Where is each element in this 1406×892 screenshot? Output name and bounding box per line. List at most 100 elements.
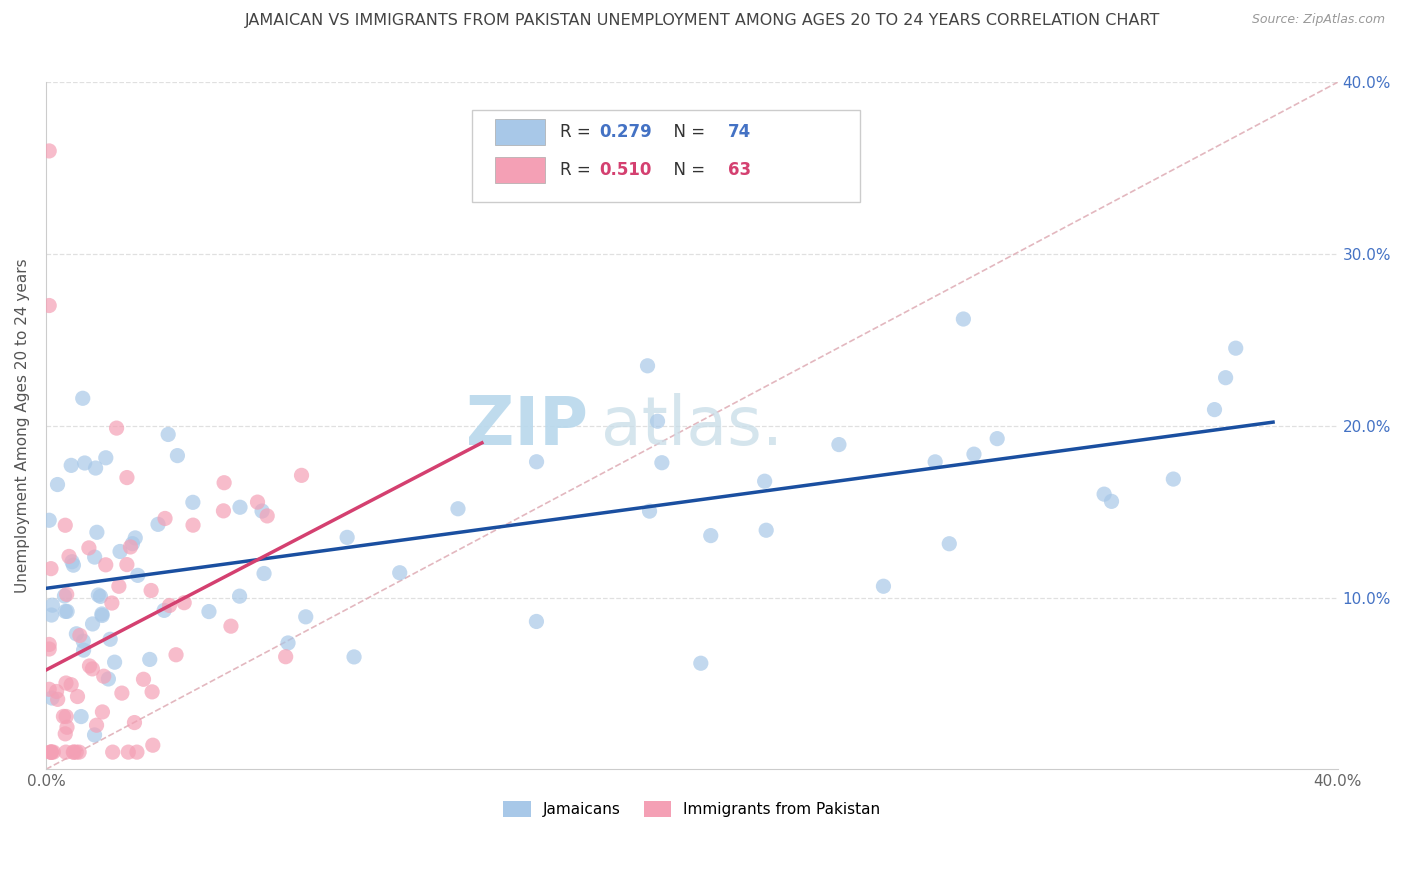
- Point: [91, 705, 114, 719]
- Text: 0.510: 0.510: [599, 161, 651, 179]
- Point: [963, 447, 986, 461]
- Point: [146, 517, 169, 532]
- Point: [294, 610, 316, 624]
- Point: [38, 637, 60, 651]
- Point: [53, 518, 76, 533]
- Point: [39, 745, 62, 759]
- Point: [228, 589, 250, 603]
- Point: [689, 657, 711, 671]
- Text: R =: R =: [560, 123, 596, 141]
- Point: [651, 456, 673, 470]
- Point: [108, 544, 131, 558]
- Point: [66, 690, 89, 704]
- Point: [89, 590, 111, 604]
- Point: [638, 504, 661, 518]
- Point: [117, 745, 139, 759]
- Point: [77, 541, 100, 555]
- Text: Source: ZipAtlas.com: Source: ZipAtlas.com: [1251, 13, 1385, 27]
- Point: [53, 589, 76, 603]
- Point: [637, 359, 659, 373]
- Point: [124, 531, 146, 545]
- Text: ZIP: ZIP: [467, 392, 589, 458]
- Point: [72, 643, 94, 657]
- Point: [938, 537, 960, 551]
- Point: [647, 414, 669, 428]
- Point: [82, 662, 104, 676]
- Point: [94, 558, 117, 572]
- Point: [97, 672, 120, 686]
- Point: [55, 709, 77, 723]
- Point: [277, 636, 299, 650]
- Point: [250, 504, 273, 518]
- Point: [79, 659, 101, 673]
- Point: [41, 745, 63, 759]
- Point: [55, 676, 77, 690]
- Point: [60, 458, 83, 473]
- Point: [55, 745, 77, 759]
- Point: [73, 456, 96, 470]
- Point: [38, 299, 60, 313]
- Point: [52, 709, 75, 723]
- Point: [83, 728, 105, 742]
- Point: [56, 604, 79, 618]
- Point: [101, 596, 124, 610]
- Point: [41, 607, 63, 622]
- Point: [67, 745, 90, 759]
- Point: [91, 608, 114, 623]
- Point: [121, 536, 143, 550]
- Point: [212, 504, 235, 518]
- FancyBboxPatch shape: [495, 157, 544, 183]
- Point: [290, 468, 312, 483]
- Point: [104, 655, 127, 669]
- Point: [120, 540, 142, 554]
- Point: [46, 477, 69, 491]
- Point: [38, 513, 60, 527]
- Point: [41, 745, 63, 759]
- Point: [219, 619, 242, 633]
- Point: [212, 475, 235, 490]
- Point: [70, 709, 93, 723]
- Point: [41, 691, 63, 706]
- Point: [62, 558, 84, 573]
- Point: [55, 587, 77, 601]
- Point: [828, 437, 851, 451]
- Point: [124, 715, 146, 730]
- Text: R =: R =: [560, 161, 596, 179]
- Point: [1225, 341, 1247, 355]
- FancyBboxPatch shape: [472, 110, 859, 202]
- Point: [125, 745, 148, 759]
- Text: 0.279: 0.279: [599, 123, 651, 141]
- Point: [700, 528, 723, 542]
- Point: [336, 530, 359, 544]
- Point: [139, 583, 162, 598]
- Point: [198, 605, 221, 619]
- Point: [142, 738, 165, 752]
- Point: [153, 603, 176, 617]
- Point: [83, 550, 105, 565]
- Point: [153, 511, 176, 525]
- Point: [60, 555, 83, 569]
- Point: [53, 604, 76, 618]
- Point: [69, 628, 91, 642]
- Point: [105, 421, 128, 435]
- Point: [343, 649, 366, 664]
- Point: [72, 392, 94, 406]
- Point: [1101, 494, 1123, 508]
- Text: atlas.: atlas.: [602, 392, 783, 458]
- Point: [38, 682, 60, 697]
- Point: [62, 745, 84, 759]
- Point: [229, 500, 252, 515]
- Point: [754, 474, 776, 488]
- Point: [86, 718, 108, 732]
- Point: [87, 588, 110, 602]
- Point: [246, 495, 269, 509]
- Point: [63, 745, 86, 759]
- Point: [1215, 370, 1237, 384]
- Point: [108, 579, 131, 593]
- Point: [755, 523, 778, 537]
- Point: [526, 615, 548, 629]
- Point: [388, 566, 411, 580]
- Point: [90, 607, 112, 621]
- Point: [872, 579, 894, 593]
- Point: [165, 648, 187, 662]
